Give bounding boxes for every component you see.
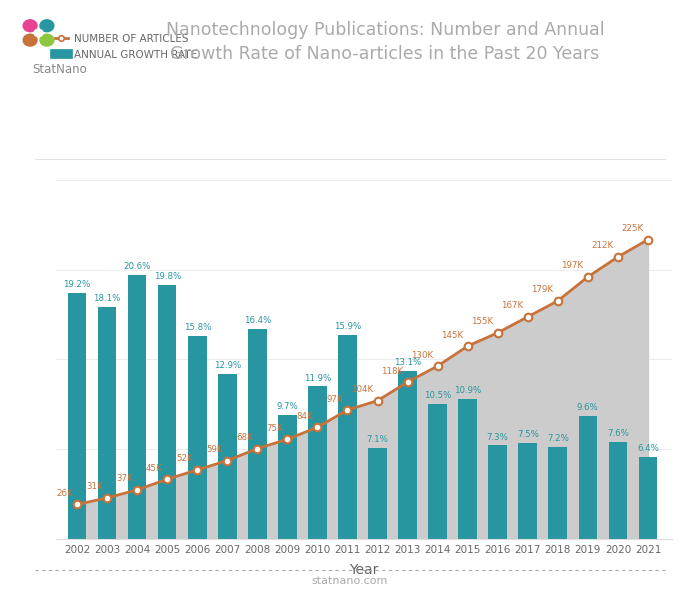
Text: 20.6%: 20.6% xyxy=(123,262,150,271)
Bar xyxy=(398,371,417,539)
Legend: NUMBER OF ARTICLES, ANNUAL GROWTH RATE: NUMBER OF ARTICLES, ANNUAL GROWTH RATE xyxy=(55,34,197,60)
Bar xyxy=(458,399,477,539)
Bar xyxy=(368,448,387,539)
Bar xyxy=(278,415,297,539)
Text: 155K: 155K xyxy=(471,317,493,326)
Bar xyxy=(519,443,537,539)
Bar xyxy=(98,307,116,539)
Text: 179K: 179K xyxy=(531,285,553,295)
Text: 97K: 97K xyxy=(326,395,343,404)
Text: 145K: 145K xyxy=(441,331,463,340)
Text: 13.1%: 13.1% xyxy=(394,358,421,367)
Bar xyxy=(549,447,567,539)
X-axis label: Year: Year xyxy=(349,563,379,577)
Bar xyxy=(608,441,627,539)
Text: 18.1%: 18.1% xyxy=(93,294,121,303)
Text: 11.9%: 11.9% xyxy=(304,374,331,383)
Bar xyxy=(248,329,267,539)
Text: 167K: 167K xyxy=(501,301,524,310)
Text: 15.8%: 15.8% xyxy=(183,323,211,332)
Bar xyxy=(638,457,657,539)
Text: 15.9%: 15.9% xyxy=(334,322,361,331)
Text: 45K: 45K xyxy=(146,464,162,473)
Text: 16.4%: 16.4% xyxy=(244,316,271,325)
Bar xyxy=(338,335,357,539)
Text: 10.5%: 10.5% xyxy=(424,392,452,401)
Text: 197K: 197K xyxy=(561,261,583,271)
Text: 9.7%: 9.7% xyxy=(276,402,298,411)
Text: 118K: 118K xyxy=(381,367,403,376)
Text: 130K: 130K xyxy=(411,350,433,359)
Text: 104K: 104K xyxy=(351,385,373,394)
Bar xyxy=(489,446,507,539)
Text: 59K: 59K xyxy=(206,445,223,454)
Text: 10.9%: 10.9% xyxy=(454,386,482,395)
Text: statnano.com: statnano.com xyxy=(312,576,388,586)
Bar xyxy=(128,275,146,539)
Text: 212K: 212K xyxy=(592,241,613,250)
Text: 75K: 75K xyxy=(266,424,283,433)
Text: 7.6%: 7.6% xyxy=(607,429,629,438)
Bar xyxy=(578,416,597,539)
Text: 19.8%: 19.8% xyxy=(153,272,181,281)
Text: 68K: 68K xyxy=(236,433,253,442)
Bar xyxy=(68,293,86,539)
Bar xyxy=(308,386,327,539)
Text: 7.5%: 7.5% xyxy=(517,430,539,439)
Text: 7.2%: 7.2% xyxy=(547,434,569,443)
Text: 7.1%: 7.1% xyxy=(367,435,389,444)
Text: 31K: 31K xyxy=(86,482,103,491)
Text: 7.3%: 7.3% xyxy=(486,432,509,441)
Text: 52K: 52K xyxy=(176,455,193,464)
Text: 84K: 84K xyxy=(296,412,313,421)
Text: 9.6%: 9.6% xyxy=(577,403,598,412)
Text: 12.9%: 12.9% xyxy=(214,361,241,370)
Text: 6.4%: 6.4% xyxy=(637,444,659,453)
Text: 19.2%: 19.2% xyxy=(64,280,91,289)
Text: 225K: 225K xyxy=(622,224,643,233)
Text: Nanotechnology Publications: Number and Annual
Growth Rate of Nano-articles in t: Nanotechnology Publications: Number and … xyxy=(166,21,604,62)
Text: 26K: 26K xyxy=(56,489,73,498)
Text: StatNano: StatNano xyxy=(32,63,87,76)
Text: 37K: 37K xyxy=(116,474,132,483)
Bar xyxy=(428,404,447,539)
Bar xyxy=(188,336,206,539)
Bar xyxy=(158,285,176,539)
Bar xyxy=(218,374,237,539)
